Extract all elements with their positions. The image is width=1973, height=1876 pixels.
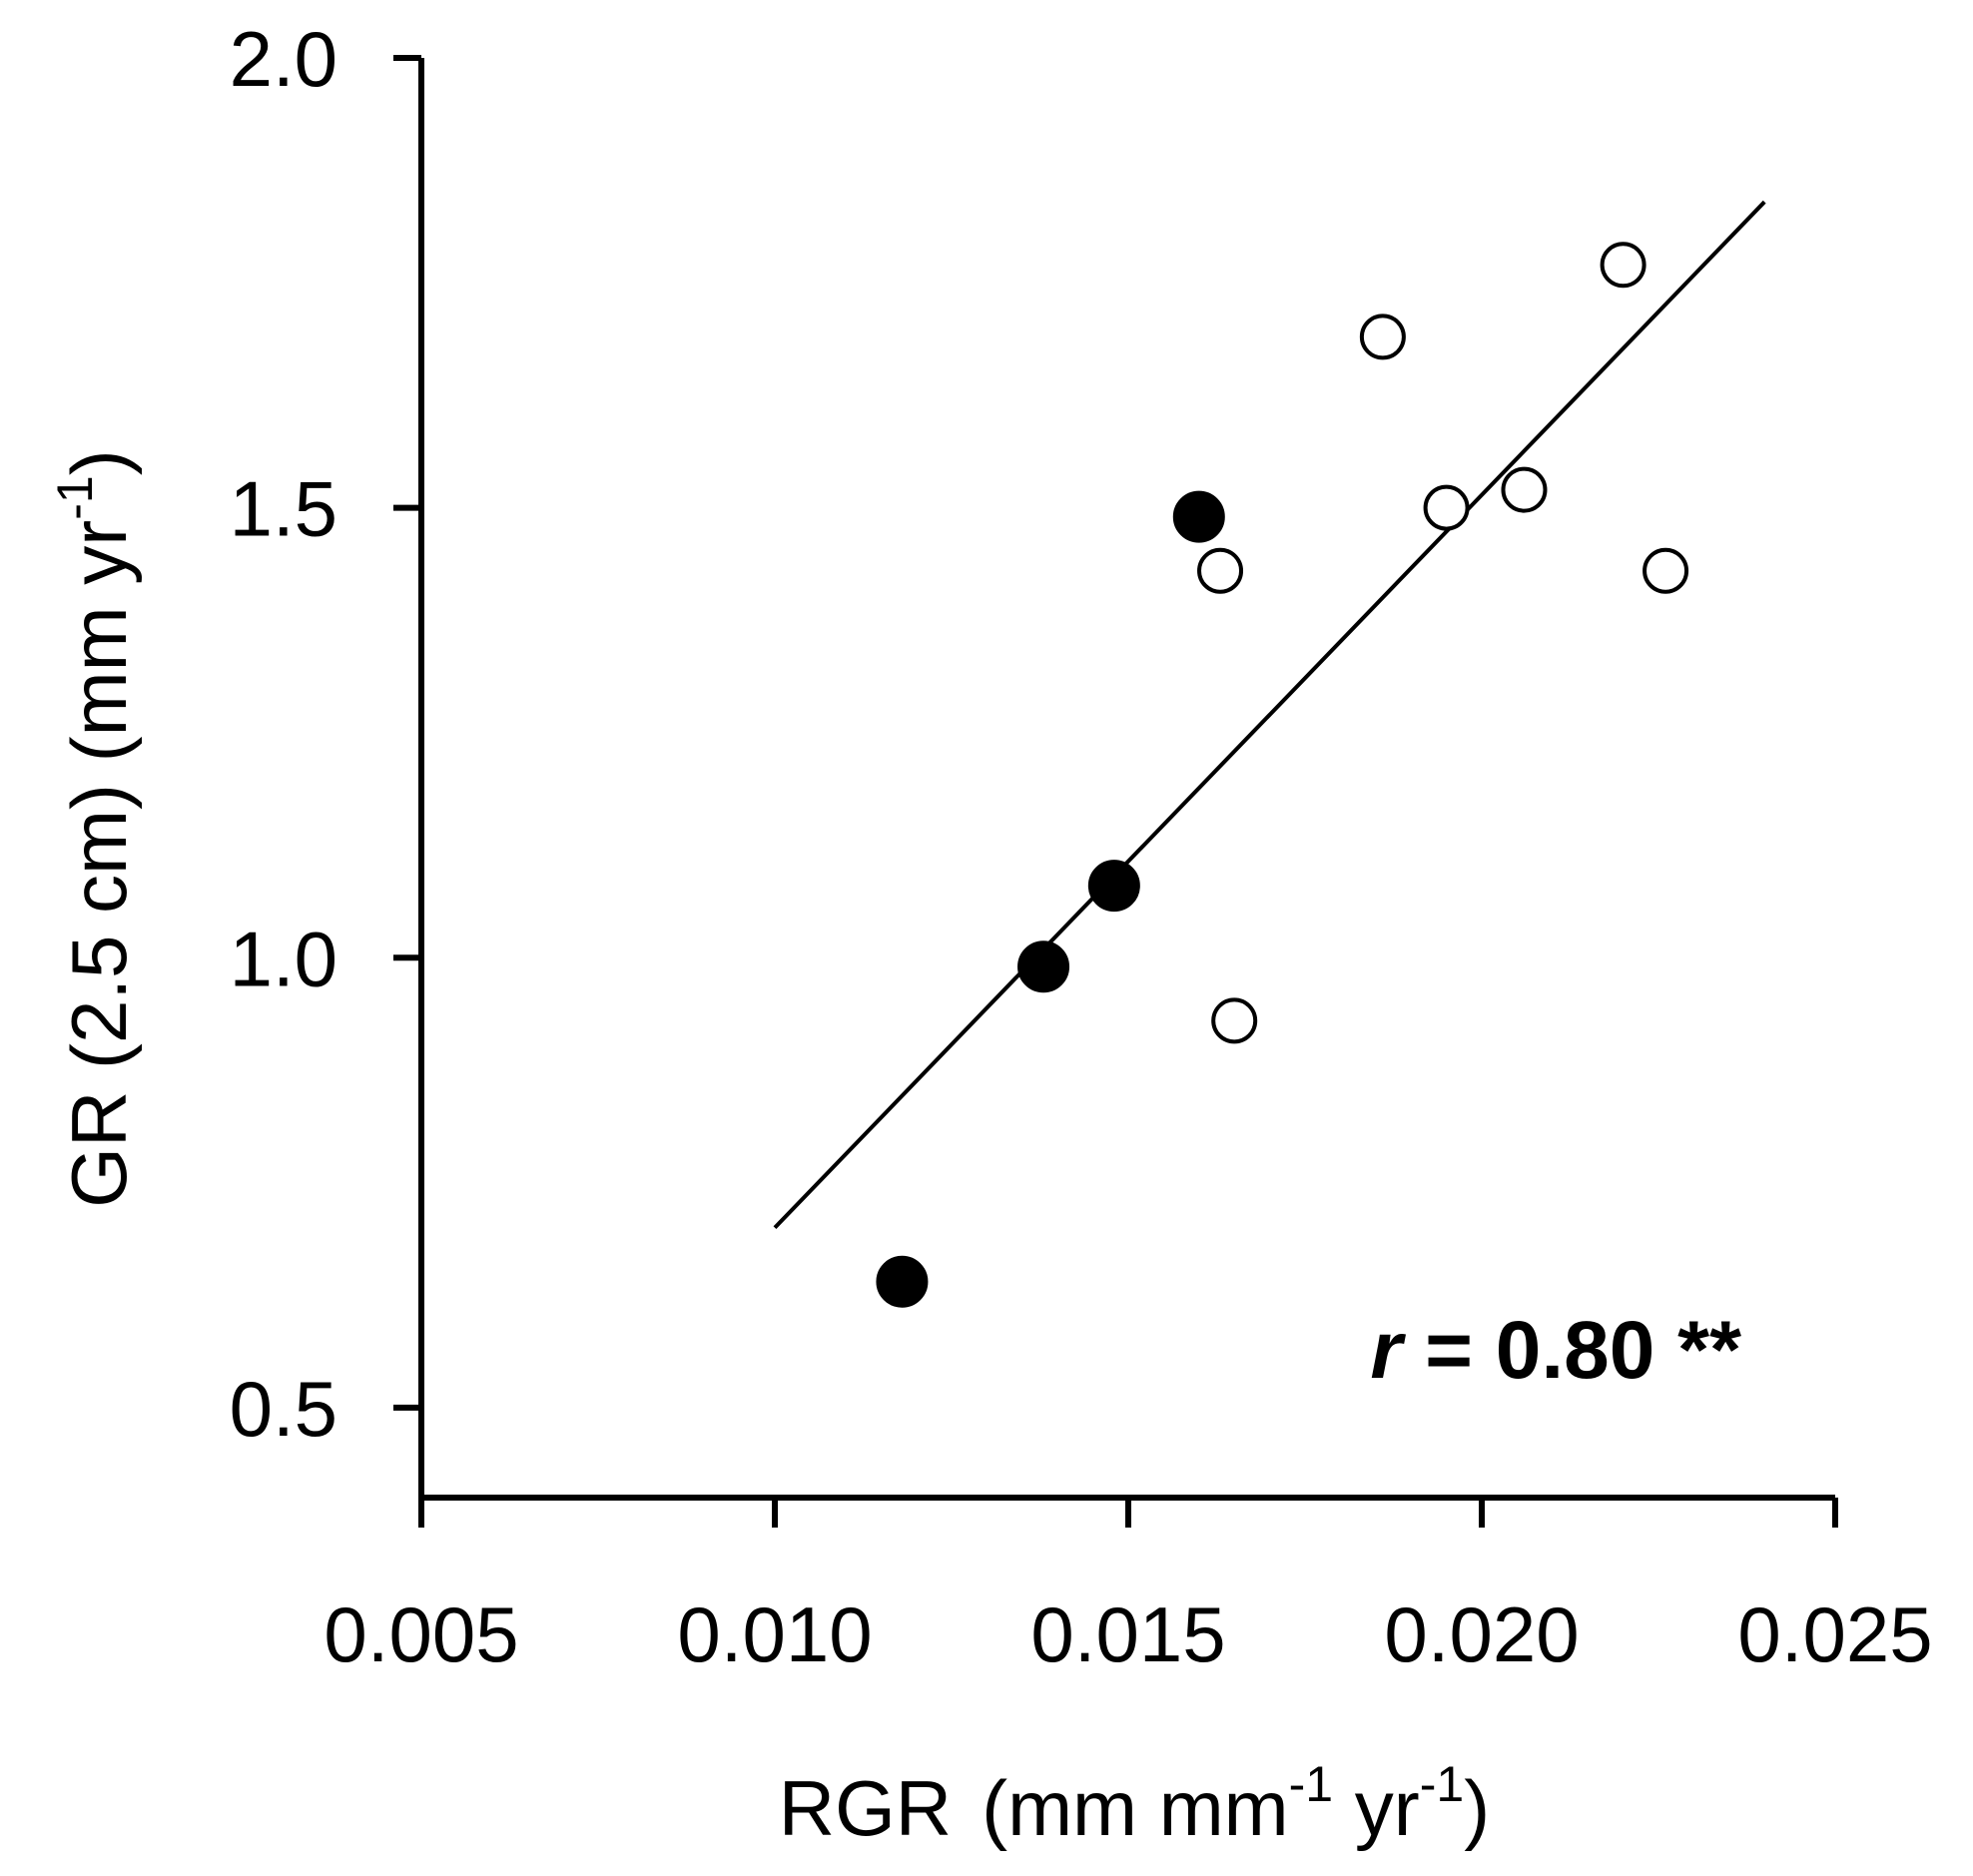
x-axis-units-close: ): [1464, 1764, 1490, 1852]
y-axis-title: GR (2.5 cm) (mm yr-1): [47, 449, 143, 1207]
data-point-open: [1211, 997, 1258, 1044]
data-point-filled: [1017, 940, 1070, 993]
data-point-open: [1600, 242, 1646, 289]
x-axis-title-main: RGR: [779, 1764, 952, 1852]
r-value: = 0.80 **: [1402, 1305, 1741, 1396]
data-point-filled: [1172, 490, 1225, 543]
x-tick-label: 0.005: [324, 1590, 518, 1678]
data-point-open: [1643, 547, 1689, 594]
y-axis-title-main: GR (2.5 cm) (mm yr: [55, 520, 143, 1208]
data-point-open: [1501, 466, 1548, 513]
x-axis-units-sup2: -1: [1420, 1756, 1464, 1812]
y-tick-label: 0.5: [230, 1365, 337, 1453]
x-tick-label: 0.025: [1737, 1590, 1932, 1678]
y-axis-title-sup: -1: [47, 475, 103, 519]
y-tick-label: 2.0: [230, 15, 337, 103]
regression-line: [773, 200, 1766, 1230]
data-point-filled: [876, 1255, 929, 1308]
correlation-annotation: r = 0.80 **: [1370, 1305, 1741, 1396]
x-tick-label: 0.010: [677, 1590, 872, 1678]
data-point-open: [1197, 547, 1244, 594]
x-tick-label: 0.020: [1384, 1590, 1579, 1678]
data-point-open: [1359, 313, 1406, 360]
x-axis-units-open: (mm mm: [982, 1764, 1289, 1852]
x-axis-units-mid: yr: [1333, 1764, 1420, 1852]
x-ticks: 0.005 0.010 0.015 0.020 0.025: [324, 1498, 1933, 1678]
y-axis-title-close: ): [55, 449, 143, 475]
r-symbol: r: [1370, 1305, 1406, 1396]
x-tick-label: 0.015: [1030, 1590, 1225, 1678]
data-point-open: [1423, 484, 1470, 531]
y-ticks: 0.5 1.0 1.5 2.0: [230, 15, 421, 1453]
y-tick-label: 1.5: [230, 465, 337, 553]
data-points: [876, 242, 1689, 1308]
x-axis-title: RGR (mm mm-1 yr-1): [779, 1756, 1490, 1852]
data-point-filled: [1087, 860, 1140, 913]
y-tick-label: 1.0: [230, 915, 337, 1002]
x-axis-units-sup1: -1: [1289, 1756, 1333, 1812]
